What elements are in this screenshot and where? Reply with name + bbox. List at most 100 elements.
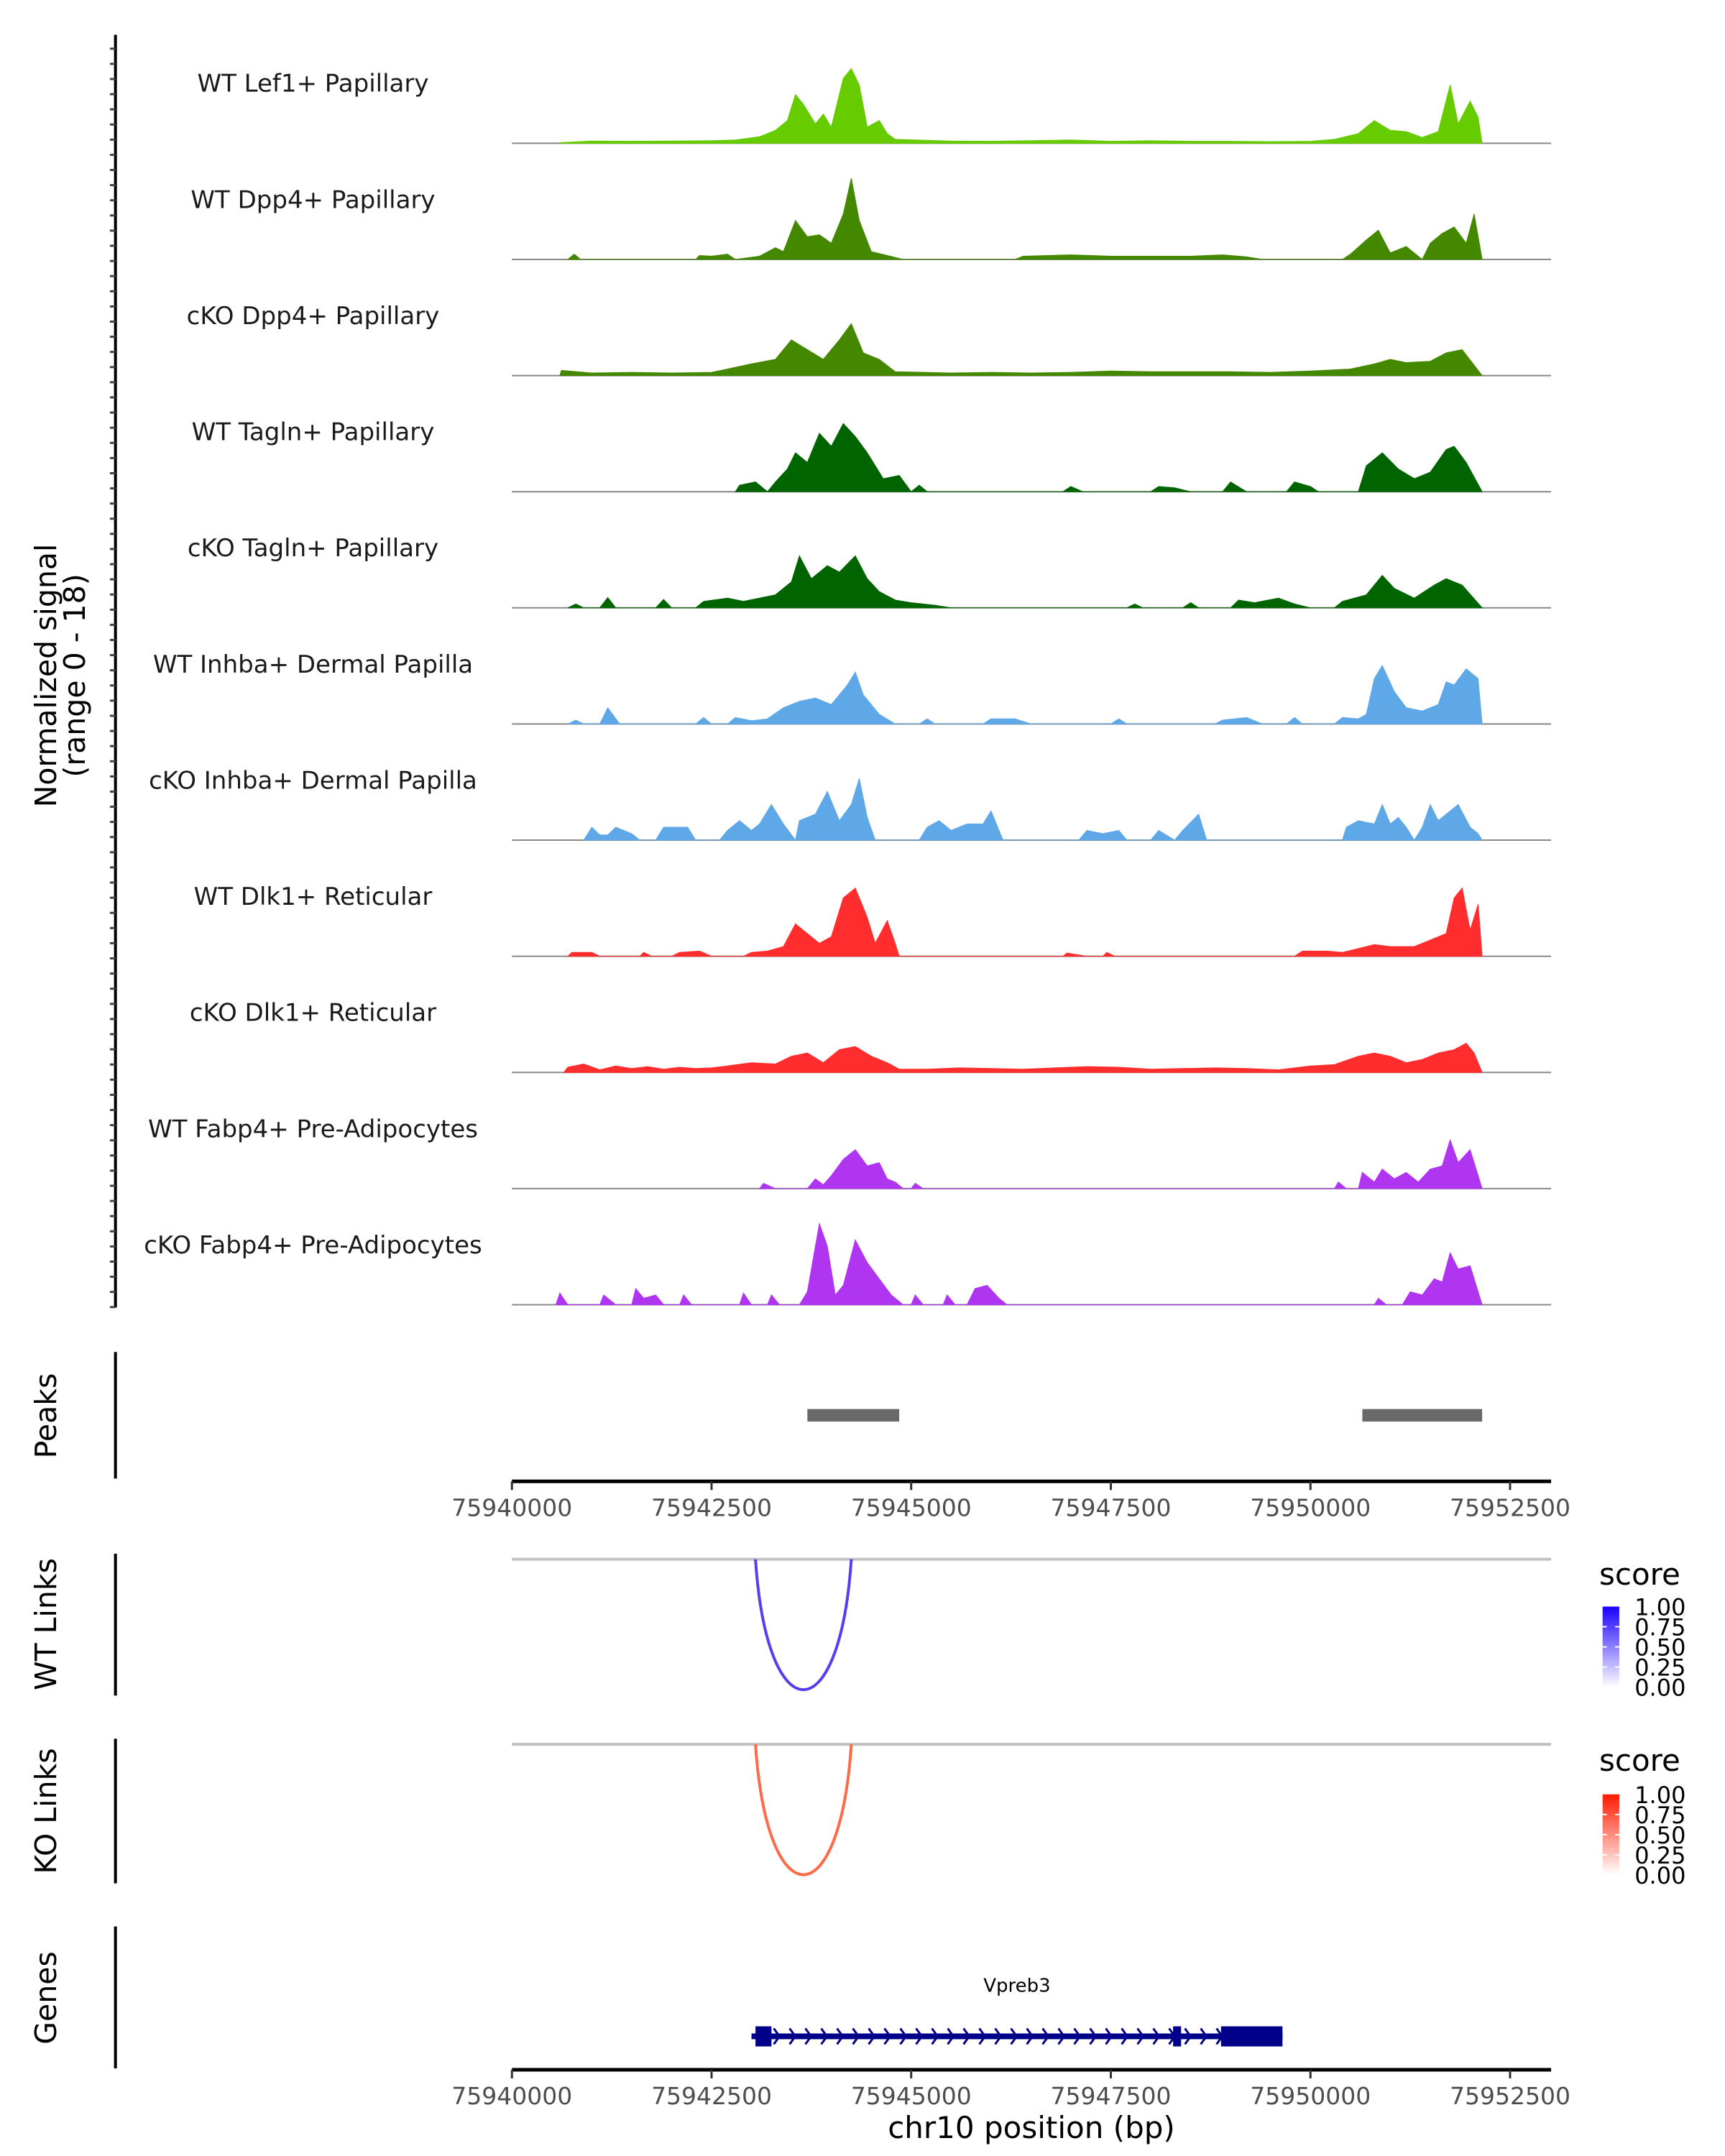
x-axis-tick-label: 75947500 [1050, 2082, 1171, 2110]
coverage-track-label: WT Inhba+ Dermal Papilla [153, 650, 473, 679]
x-axis-tick-label: 75952500 [1450, 2082, 1570, 2110]
legend-tick-label: 0.00 [1634, 1674, 1685, 1702]
coverage-signal-area [583, 778, 1483, 842]
x-axis-tick-label: 75940000 [451, 2082, 572, 2110]
x-axis-middle: 75940000 75942500 75945000 75947500 75950000… [451, 1479, 1570, 1521]
coverage-y-axis-range-label: (range 0 - 18) [58, 573, 92, 777]
gene-exon [1220, 2026, 1283, 2047]
strand-arrow-icon [788, 2027, 797, 2045]
gene-exon [1173, 2026, 1182, 2047]
coverage-track-label: cKO Dpp4+ Papillary [187, 302, 440, 331]
coverage-track: cKO Inhba+ Dermal Papilla [149, 766, 1552, 842]
coverage-track-label: cKO Inhba+ Dermal Papilla [149, 766, 477, 795]
coverage-signal-area [567, 178, 1483, 261]
strand-arrow-icon [899, 2027, 908, 2045]
strand-arrow-icon [947, 2027, 955, 2045]
x-axis-tick-label: 75947500 [1050, 1493, 1171, 1521]
strand-arrow-icon [931, 2027, 939, 2045]
coverage-signal-area [555, 1222, 1483, 1305]
coverage-track-label: cKO Fabp4+ Pre-Adipocytes [144, 1231, 482, 1260]
coverage-signal-area [759, 1138, 1483, 1190]
strand-arrow-icon [773, 2027, 781, 2045]
coverage-track-label: cKO Tagln+ Papillary [188, 534, 438, 563]
legend-tick-label: 0.25 [1634, 1842, 1685, 1869]
coverage-track-label: WT Lef1+ Papillary [197, 70, 428, 98]
legend-tick-label: 1.00 [1634, 1782, 1685, 1809]
legend-tick-label: 1.00 [1634, 1593, 1685, 1621]
wt-links-track-label: WT Links [29, 1558, 63, 1690]
legend-tick-label: 0.75 [1634, 1614, 1685, 1641]
coverage-signal-area [567, 665, 1483, 724]
coverage-signal-area [564, 1042, 1483, 1074]
links-track: 1.000.750.500.250.00 [114, 1553, 1685, 1702]
coverage-y-axis-label: Normalized signal [29, 544, 63, 808]
x-axis-tick-label: 75940000 [451, 1493, 572, 1521]
coverage-tracks: WT Lef1+ Papillary WT Dpp4+ Papillary cKO … [144, 68, 1552, 1306]
coverage-track: WT Dlk1+ Reticular [194, 883, 1552, 957]
strand-arrow-icon [978, 2027, 987, 2045]
coverage-track: WT Tagln+ Papillary [192, 418, 1552, 493]
x-axis-tick-label: 75945000 [851, 2082, 972, 2110]
strand-arrow-icon [1057, 2027, 1066, 2045]
strand-arrow-icon [804, 2027, 813, 2045]
x-axis-tick-label: 75942500 [651, 1493, 772, 1521]
peak-bar [807, 1409, 900, 1422]
strand-arrow-icon [1010, 2027, 1018, 2045]
links-track: 1.000.750.500.250.00 [114, 1738, 1685, 1889]
strand-arrow-icon [1136, 2027, 1145, 2045]
gene-exon [755, 2026, 772, 2047]
ko-links-track-label: KO Links [29, 1748, 63, 1874]
strand-arrow-icon [1089, 2027, 1098, 2045]
coverage-track: cKO Fabp4+ Pre-Adipocytes [144, 1222, 1552, 1306]
coverage-signal-area [567, 887, 1483, 957]
coverage-track: WT Inhba+ Dermal Papilla [153, 650, 1552, 725]
legend-tick-label: 0.75 [1634, 1802, 1685, 1829]
link-arc [754, 1559, 853, 1691]
gene-name-label: Vpreb3 [983, 1976, 1050, 1997]
x-axis-tick-label: 75950000 [1250, 2082, 1371, 2110]
coverage-y-axis [109, 34, 117, 1309]
genes-panel: Vpreb3 [114, 1926, 1283, 2069]
gene-model: Vpreb3 [751, 1976, 1283, 2047]
peaks-track-label: Peaks [29, 1373, 63, 1459]
strand-arrow-icon [915, 2027, 924, 2045]
strand-arrow-icon [1200, 2027, 1208, 2045]
legend-tick-label: 0.00 [1634, 1862, 1685, 1889]
coverage-track-label: cKO Dlk1+ Reticular [190, 999, 436, 1028]
links-panels: 1.000.750.500.250.00 1.000.750.500.250.00 [114, 1553, 1685, 1889]
strand-arrow-icon [852, 2027, 860, 2045]
coverage-track-label: WT Dpp4+ Papillary [190, 185, 435, 214]
coverage-track-label: WT Tagln+ Papillary [192, 418, 435, 447]
strand-arrow-icon [820, 2027, 829, 2045]
coverage-signal-area [559, 323, 1483, 377]
coverage-track: cKO Dpp4+ Papillary [187, 302, 1552, 377]
x-axis-title: chr10 position (bp) [888, 2110, 1175, 2145]
coverage-track-label: WT Dlk1+ Reticular [194, 883, 433, 911]
coverage-track-label: WT Fabp4+ Pre-Adipocytes [148, 1115, 478, 1143]
coverage-signal-area [567, 555, 1483, 609]
peaks-panel [114, 1352, 1483, 1479]
strand-arrow-icon [994, 2027, 1003, 2045]
strand-arrow-icon [883, 2027, 892, 2045]
strand-arrow-icon [868, 2027, 876, 2045]
coverage-signal-area [559, 68, 1483, 144]
genes-track-label: Genes [29, 1951, 63, 2045]
x-axis-tick-label: 75952500 [1450, 1493, 1570, 1521]
coverage-track: cKO Dlk1+ Reticular [190, 999, 1552, 1074]
strand-arrow-icon [962, 2027, 971, 2045]
coverage-signal-area [735, 423, 1483, 493]
strand-arrow-icon [836, 2027, 845, 2045]
strand-arrow-icon [1073, 2027, 1082, 2045]
strand-arrow-icon [1184, 2027, 1192, 2045]
peak-bar [1362, 1409, 1483, 1422]
link-arc [754, 1743, 853, 1876]
coverage-track: cKO Tagln+ Papillary [188, 534, 1552, 609]
coverage-track: WT Lef1+ Papillary [197, 68, 1552, 144]
wt-links-legend-title: score [1599, 1557, 1680, 1592]
ko-links-legend-title: score [1599, 1743, 1680, 1778]
strand-arrow-icon [1152, 2027, 1161, 2045]
x-axis-tick-label: 75950000 [1250, 1493, 1371, 1521]
x-axis-tick-label: 75942500 [651, 2082, 772, 2110]
strand-arrow-icon [1105, 2027, 1113, 2045]
